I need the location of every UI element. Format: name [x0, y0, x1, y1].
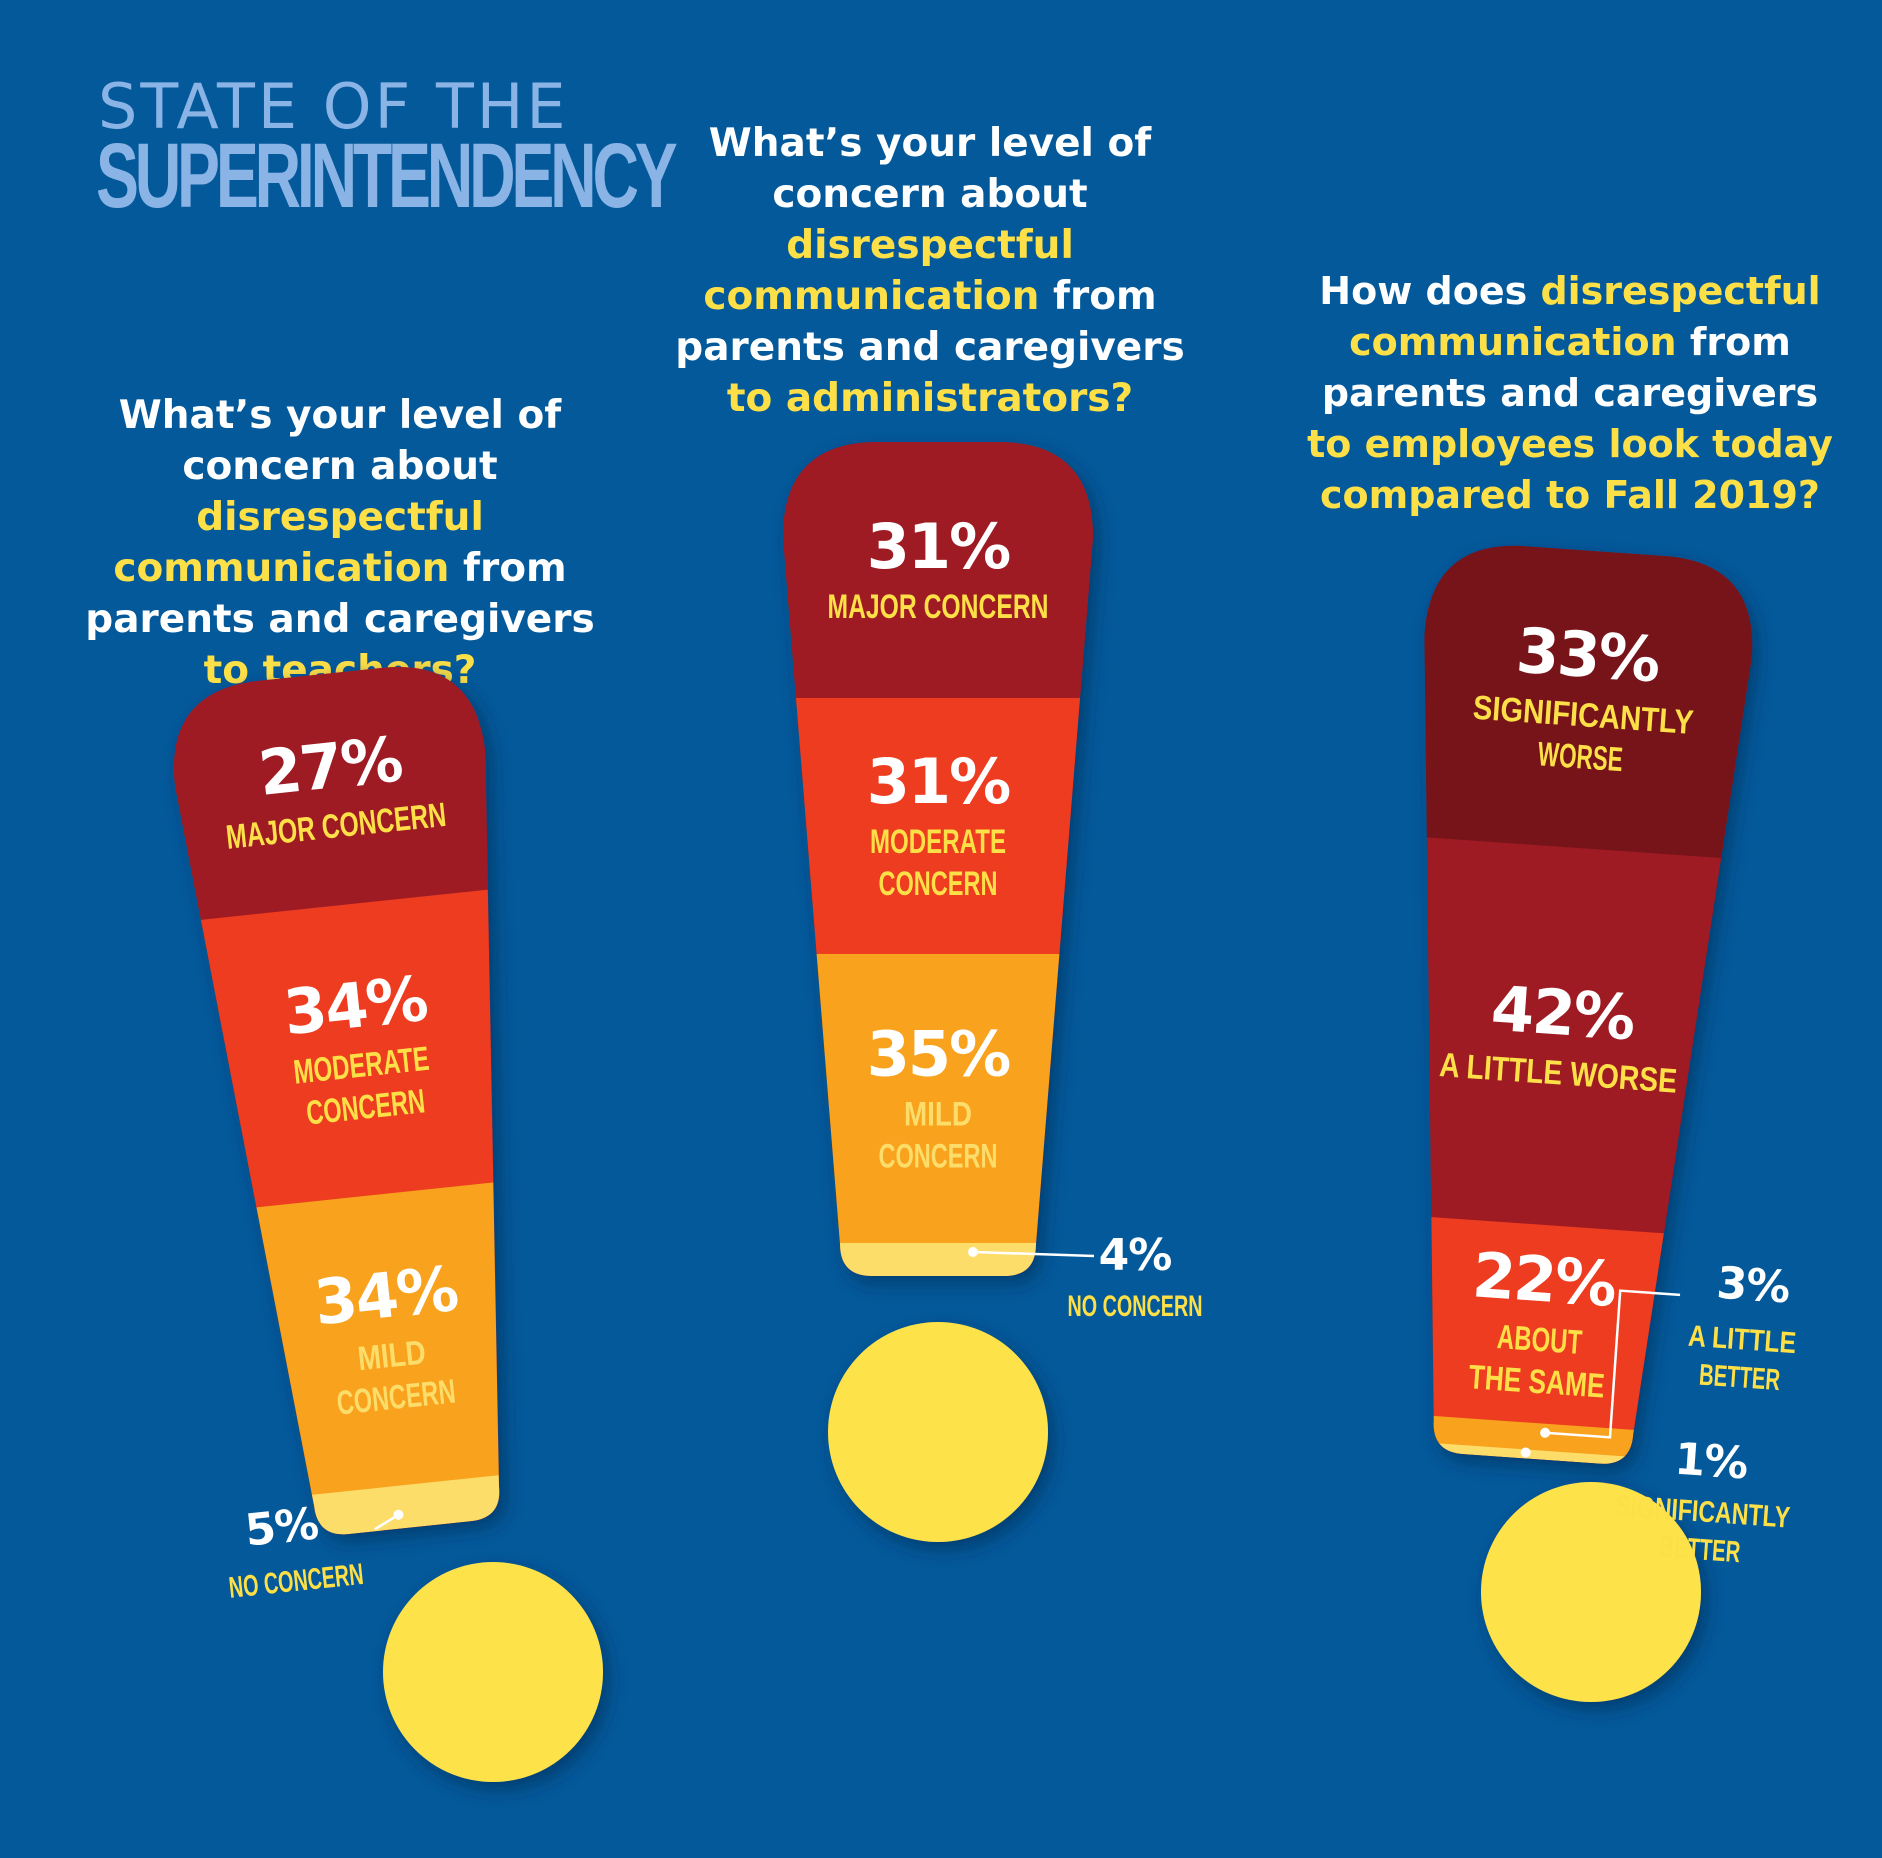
bar-segment-moderate-concern: [783, 697, 1093, 955]
question-text-segment: from: [449, 546, 567, 591]
value-label: 5%: [243, 1498, 321, 1556]
question-text-segment: concern about: [772, 172, 1088, 217]
question-text-segment: What’s your level of: [708, 121, 1152, 166]
category-label: BETTER: [1658, 1531, 1741, 1570]
value-label: 31%: [867, 745, 1010, 818]
question-teachers: What’s your level of concern about disres…: [40, 390, 640, 696]
category-label: WORSE: [1537, 735, 1624, 779]
external-label-2-4: 4% NO CONCERN: [1068, 1230, 1203, 1323]
question-text-segment: parents and caregivers: [1321, 371, 1819, 415]
value-label: 42%: [1489, 972, 1637, 1055]
category-label: MILD: [904, 1095, 972, 1133]
value-label: 1%: [1673, 1434, 1749, 1490]
category-label: ABOUT: [1496, 1318, 1584, 1362]
category-label: NO CONCERN: [227, 1558, 365, 1605]
category-label: NO CONCERN: [1068, 1290, 1203, 1323]
question-text-segment: from: [1039, 274, 1157, 319]
value-label: 33%: [1514, 614, 1662, 697]
category-label: MAJOR CONCERN: [828, 588, 1049, 626]
leader-line: [972, 1250, 1095, 1258]
bar-segment-major-concern: [783, 442, 1093, 699]
question-text-segment: communication: [1349, 320, 1677, 364]
value-label: 35%: [867, 1017, 1010, 1090]
leader-line: [374, 1513, 400, 1531]
exclamation-dot: [828, 1322, 1048, 1542]
question-text-segment: parents and caregivers: [675, 325, 1185, 370]
question-text-segment: How does: [1319, 269, 1541, 313]
question-text-segment: disrespectful: [196, 495, 484, 540]
leader-dot: [1520, 1447, 1531, 1458]
exclamation-dot: [383, 1562, 603, 1782]
value-label: 31%: [867, 510, 1010, 583]
question-text-segment: from: [1676, 320, 1791, 364]
question-text-segment: communication: [703, 274, 1040, 319]
question-text-segment: parents and caregivers: [85, 597, 595, 642]
brand-title-line2: SUPERINTENDENCY: [96, 125, 678, 227]
question-text-segment: to administrators?: [726, 376, 1134, 421]
exclamation-chart-2: 31% MAJOR CONCERN 31% MODERATE CONCERN 35% MIL…: [783, 442, 1095, 1276]
category-label: THE SAME: [1467, 1358, 1605, 1405]
value-label: 3%: [1715, 1258, 1791, 1314]
question-administrators: What’s your level of concern about disres…: [630, 118, 1230, 424]
question-text-segment: What’s your level of: [118, 393, 562, 438]
exclamation-dot: [1481, 1482, 1701, 1702]
category-label: CONCERN: [879, 1137, 998, 1175]
brand-title-line1: STATE OF THE: [98, 70, 569, 143]
question-text-segment: compared to Fall 2019?: [1320, 473, 1820, 517]
question-text-segment: to employees look today: [1307, 422, 1833, 466]
leader-line: [1545, 1289, 1681, 1439]
question-text-segment: concern about: [182, 444, 498, 489]
question-text-segment: communication: [113, 546, 450, 591]
category-label: MILD: [356, 1333, 428, 1378]
category-label: MODERATE: [870, 823, 1006, 861]
value-label: 27%: [255, 722, 405, 810]
value-label: 34%: [311, 1252, 461, 1340]
category-label: A LITTLE: [1687, 1320, 1797, 1360]
question-text-segment: disrespectful: [786, 223, 1074, 268]
question-text-segment: disrespectful: [1540, 269, 1821, 313]
category-label: BETTER: [1698, 1359, 1781, 1398]
question-employees: How does disrespectful communication from…: [1260, 266, 1880, 521]
value-label: 34%: [280, 962, 430, 1050]
category-label: CONCERN: [879, 865, 998, 903]
exclamation-chart-1: 27%MAJOR CONCERN34%MODERATECONCERN34%MIL…: [165, 658, 565, 1544]
value-label: 4%: [1099, 1230, 1172, 1281]
value-label: 22%: [1470, 1238, 1618, 1321]
